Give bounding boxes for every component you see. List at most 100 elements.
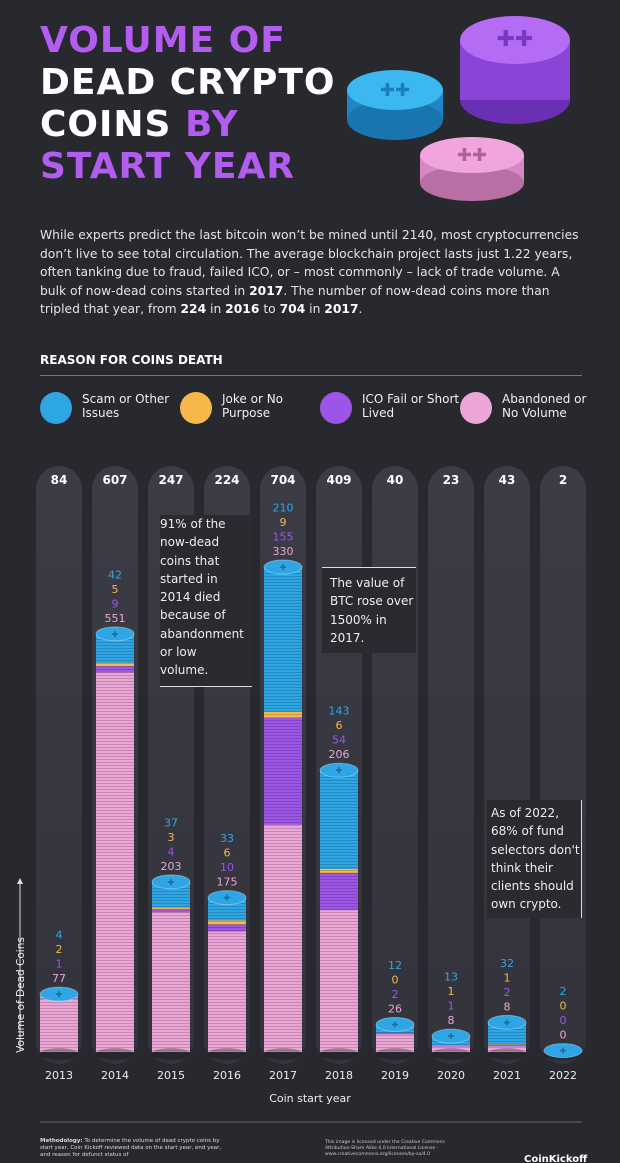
methodology-part: Methodology:: [40, 1138, 83, 1144]
value-label: 32: [500, 957, 514, 970]
x-tick-label: 2022: [549, 1069, 577, 1082]
description-part: 704: [279, 302, 306, 316]
value-label: 8: [504, 1000, 511, 1013]
total-label: 40: [387, 473, 404, 487]
bar-segment: [320, 868, 358, 873]
svg-text:✚✚: ✚✚: [497, 27, 534, 52]
description-part: 224: [180, 302, 207, 316]
x-tick-label: 2019: [381, 1069, 409, 1082]
y-label: Volume of Dead Coins: [15, 937, 27, 1053]
value-label: 210: [273, 502, 294, 515]
legend-label: ICO Fail or Short Lived: [362, 392, 460, 420]
coin-bottom: [96, 1048, 134, 1060]
value-label: 1: [448, 1000, 455, 1013]
legend-label: Abandoned or No Volume: [502, 392, 587, 420]
value-label: 2: [560, 985, 567, 998]
total-label: 224: [214, 473, 239, 487]
coin-glyph: ✚: [392, 1020, 399, 1029]
value-label: 6: [336, 719, 343, 732]
description-part: 2017: [249, 283, 284, 298]
value-label: 12: [388, 959, 402, 972]
bar-segment: [208, 920, 246, 925]
value-label: 13: [444, 971, 458, 984]
x-tick-label: 2015: [157, 1069, 185, 1082]
total-label: 84: [51, 473, 68, 487]
coin-top: [263, 559, 303, 575]
legend-icon: [40, 392, 72, 424]
svg-text:✚✚: ✚✚: [380, 80, 410, 101]
coin-glyph: ✚: [56, 990, 63, 999]
coin-top: [95, 626, 135, 642]
legend-label: Scam or Other Issues: [82, 392, 170, 420]
coin-top: [431, 1028, 471, 1044]
description-part: . The number of now-dead coins more than…: [40, 283, 550, 317]
value-label: 2: [56, 943, 63, 956]
coin-bottom: [264, 1048, 302, 1060]
bar-segment: [320, 770, 358, 869]
value-label: 37: [164, 816, 178, 829]
x-tick-label: 2021: [493, 1069, 521, 1082]
coin-top: [39, 986, 79, 1002]
rule: [40, 375, 582, 376]
bar-segment: [432, 1046, 470, 1052]
bar-segment: [488, 1044, 526, 1046]
value-label: 5: [112, 583, 119, 596]
total-label: 409: [326, 473, 351, 487]
column-bg: [540, 466, 586, 1064]
coin-bottom: [320, 1048, 358, 1060]
description-part: .: [358, 302, 363, 316]
coin-top: [375, 1016, 415, 1032]
x-tick-label: 2014: [101, 1069, 129, 1082]
column-bg: [36, 466, 82, 1064]
value-label: 4: [56, 929, 63, 942]
value-label: 203: [161, 860, 182, 873]
annotation: The value of BTC rose over 1500% in 2017…: [322, 567, 416, 654]
description-part: to: [259, 302, 280, 316]
value-label: 1: [504, 971, 511, 984]
description: While experts predict the last bitcoin w…: [40, 226, 580, 319]
value-label: 2: [504, 986, 511, 999]
title: VOLUME OF DEAD CRYPTO COINS BY START YEAR: [40, 20, 336, 188]
value-label: 6: [224, 847, 231, 860]
bar-segment: [208, 924, 246, 932]
value-label: 0: [392, 973, 399, 986]
coin-glyph: ✚: [280, 563, 287, 572]
x-tick-label: 2017: [269, 1069, 297, 1082]
value-label: 2: [392, 988, 399, 1001]
value-label: 9: [280, 516, 287, 529]
bar-segment: [152, 912, 190, 1052]
coin-top: [543, 1043, 583, 1059]
value-label: 10: [220, 861, 234, 874]
coin-bottom: [488, 1048, 526, 1060]
legend-item: Scam or Other Issues: [40, 392, 182, 424]
bar-segment: [96, 666, 134, 673]
title-part: START YEAR: [40, 146, 295, 187]
annotation: As of 2022, 68% of fund selectors don't …: [487, 800, 582, 918]
value-label: 175: [217, 876, 238, 889]
bar-segment: [432, 1045, 470, 1047]
x-label: Coin start year: [269, 1092, 351, 1105]
value-label: 0: [560, 1000, 567, 1013]
value-label: 0: [560, 1029, 567, 1042]
value-label: 77: [52, 972, 66, 985]
title-part: BY: [185, 104, 239, 145]
value-label: 0: [560, 1014, 567, 1027]
decor-coins: ✚✚ ✚✚ ✚✚: [347, 16, 570, 201]
total-label: 2: [559, 473, 567, 487]
description-part: 2017: [324, 302, 359, 316]
bar-segment: [320, 910, 358, 1052]
coin-glyph: ✚: [504, 1018, 511, 1027]
x-tick-label: 2018: [325, 1069, 353, 1082]
annotation: 91% of the now-dead coins that started i…: [160, 515, 252, 687]
description-part: in: [206, 302, 226, 316]
bar-segment: [96, 662, 134, 667]
methodology-part: To determine the volume of dead crypto c…: [40, 1138, 222, 1158]
coin-bottom: [376, 1048, 414, 1060]
value-label: 1: [56, 958, 63, 971]
x-tick-label: 2020: [437, 1069, 465, 1082]
title-part: DEAD CRYPTO: [40, 62, 336, 103]
coin-glyph: ✚: [336, 766, 343, 775]
bar-segment: [376, 1032, 414, 1035]
